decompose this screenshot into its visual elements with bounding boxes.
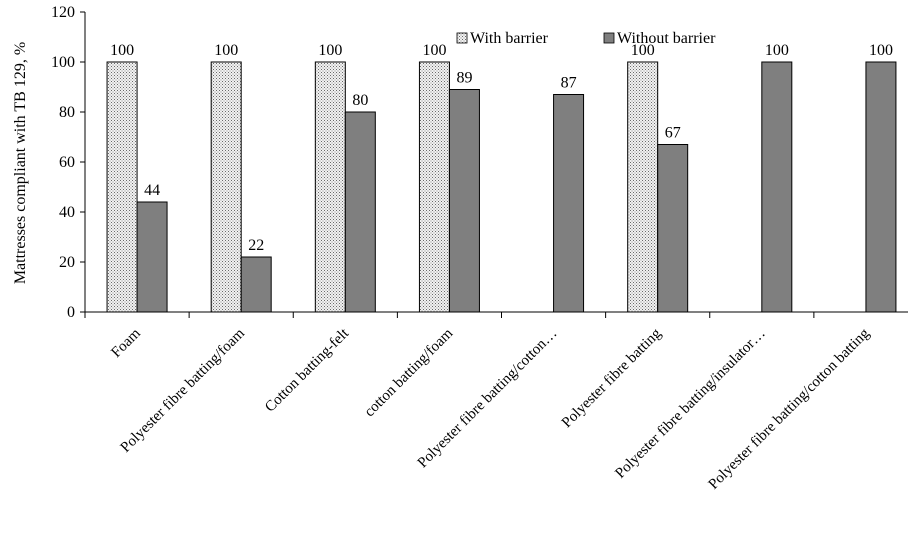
bar-with-barrier [314, 61, 346, 313]
bar-without-barrier [553, 94, 585, 313]
data-label-with-barrier: 100 [631, 42, 655, 59]
bar-without-barrier [136, 201, 168, 313]
data-label-with-barrier: 100 [422, 42, 446, 59]
data-label-without-barrier: 87 [561, 75, 577, 92]
bar-without-barrier [448, 89, 480, 313]
bar-without-barrier [240, 256, 272, 313]
data-label-without-barrier: 100 [765, 42, 789, 59]
x-category-label: Polyester fibre batting [559, 325, 665, 431]
y-tick-label: 20 [59, 254, 75, 271]
data-label-with-barrier: 100 [110, 42, 134, 59]
x-category-label: Polyester fibre batting/foam [118, 325, 249, 456]
legend-swatch-without-barrier [603, 32, 615, 44]
bar-with-barrier [418, 61, 450, 313]
y-tick-label: 100 [51, 54, 75, 71]
legend-label-with-barrier: With barrier [470, 30, 549, 47]
x-category-label: Foam [108, 325, 144, 361]
data-label-without-barrier: 89 [456, 70, 472, 87]
bar-without-barrier [657, 144, 689, 313]
data-label-without-barrier: 100 [869, 42, 893, 59]
bar-without-barrier [865, 61, 897, 313]
y-tick-label: 60 [59, 154, 75, 171]
legend: With barrier Without barrier [456, 30, 716, 47]
y-tick-label: 0 [67, 304, 75, 321]
bar-without-barrier [761, 61, 793, 313]
data-label-without-barrier: 22 [248, 237, 264, 254]
y-axis-title: Mattresses compliant with TB 129, % [12, 42, 29, 284]
data-label-without-barrier: 44 [144, 182, 160, 199]
y-tick-label: 40 [59, 204, 75, 221]
bar-with-barrier [627, 61, 659, 313]
y-tick-label: 120 [51, 4, 75, 21]
legend-label-without-barrier: Without barrier [617, 30, 716, 47]
data-label-without-barrier: 67 [665, 125, 681, 142]
y-tick-label: 80 [59, 104, 75, 121]
data-label-with-barrier: 100 [318, 42, 342, 59]
legend-swatch-with-barrier [456, 32, 468, 44]
bar-without-barrier [344, 111, 376, 313]
x-category-label: Cotton batting-felt [262, 325, 353, 416]
data-label-with-barrier: 100 [214, 42, 238, 59]
bar-with-barrier [106, 61, 138, 313]
x-category-label: Polyester fibre batting/cotton batting [706, 325, 873, 492]
data-label-without-barrier: 80 [352, 92, 368, 109]
x-category-label: cotton batting/foam [362, 325, 457, 420]
bar-with-barrier [210, 61, 242, 313]
plot-area: 0 20 40 60 80 100 120 100 44 Foam 100 22 Polyester f… [51, 4, 908, 493]
